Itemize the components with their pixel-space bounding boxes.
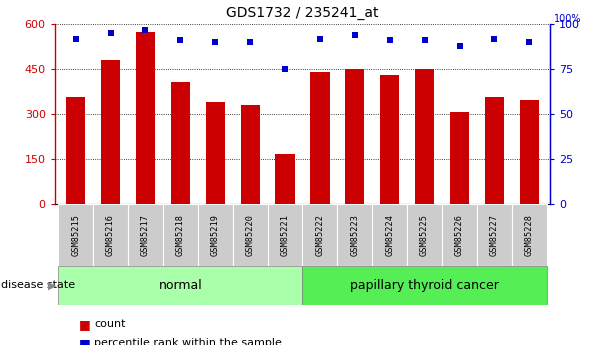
Bar xyxy=(171,82,190,204)
Text: percentile rank within the sample: percentile rank within the sample xyxy=(94,338,282,345)
Text: ■: ■ xyxy=(79,337,91,345)
Text: GSM85219: GSM85219 xyxy=(211,214,219,256)
Bar xyxy=(93,204,128,266)
Bar xyxy=(520,100,539,204)
Point xyxy=(489,36,499,41)
Bar xyxy=(101,60,120,204)
Point xyxy=(210,39,220,45)
Point xyxy=(350,32,360,38)
Bar xyxy=(268,204,302,266)
Bar xyxy=(275,154,295,204)
Bar xyxy=(310,72,330,204)
Bar xyxy=(136,32,155,204)
Bar xyxy=(477,204,512,266)
Point xyxy=(525,39,534,45)
Bar xyxy=(337,204,372,266)
Bar xyxy=(58,204,93,266)
Bar xyxy=(206,102,225,204)
Text: GSM85228: GSM85228 xyxy=(525,214,534,256)
Point xyxy=(106,30,116,36)
Bar xyxy=(303,266,547,305)
Bar xyxy=(303,204,337,266)
Bar xyxy=(58,266,303,305)
Bar xyxy=(128,204,163,266)
Point xyxy=(315,36,325,41)
Text: 100%: 100% xyxy=(554,14,582,24)
Bar xyxy=(485,97,504,204)
Bar xyxy=(241,105,260,204)
Point xyxy=(420,38,429,43)
Bar xyxy=(512,204,547,266)
Bar xyxy=(233,204,268,266)
Text: GSM85222: GSM85222 xyxy=(316,214,325,256)
Text: GSM85221: GSM85221 xyxy=(280,214,289,256)
Point xyxy=(455,43,465,48)
Bar xyxy=(415,69,434,204)
Text: ▶: ▶ xyxy=(48,280,57,290)
Bar xyxy=(66,97,85,204)
Bar xyxy=(345,69,364,204)
Text: GSM85227: GSM85227 xyxy=(490,214,499,256)
Text: ■: ■ xyxy=(79,318,91,331)
Point xyxy=(71,36,80,41)
Text: GSM85216: GSM85216 xyxy=(106,214,115,256)
Text: GSM85224: GSM85224 xyxy=(385,214,394,256)
Bar xyxy=(372,204,407,266)
Text: count: count xyxy=(94,319,126,329)
Point xyxy=(280,66,290,72)
Point xyxy=(176,38,185,43)
Text: disease state: disease state xyxy=(1,280,75,290)
Text: papillary thyroid cancer: papillary thyroid cancer xyxy=(350,279,499,292)
Text: GSM85220: GSM85220 xyxy=(246,214,255,256)
Text: GSM85218: GSM85218 xyxy=(176,214,185,256)
Text: GSM85226: GSM85226 xyxy=(455,214,464,256)
Title: GDS1732 / 235241_at: GDS1732 / 235241_at xyxy=(226,6,379,20)
Bar xyxy=(450,112,469,204)
Bar xyxy=(442,204,477,266)
Bar xyxy=(163,204,198,266)
Text: normal: normal xyxy=(159,279,202,292)
Bar xyxy=(198,204,233,266)
Text: GSM85217: GSM85217 xyxy=(141,214,150,256)
Text: GSM85223: GSM85223 xyxy=(350,214,359,256)
Point xyxy=(140,27,150,32)
Point xyxy=(385,38,395,43)
Text: GSM85225: GSM85225 xyxy=(420,214,429,256)
Point xyxy=(245,39,255,45)
Bar xyxy=(407,204,442,266)
Text: GSM85215: GSM85215 xyxy=(71,214,80,256)
Bar xyxy=(380,75,399,204)
